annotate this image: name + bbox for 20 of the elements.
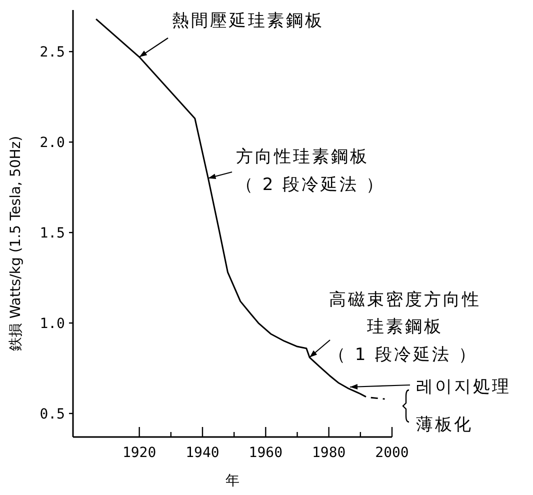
y-tick-label: 1.5 — [40, 226, 65, 242]
x-tick-label: 1940 — [186, 445, 220, 461]
y-tick-label: 0.5 — [40, 406, 65, 422]
x-tick-label: 1980 — [312, 445, 346, 461]
y-axis-title: 鉄損 Watts/kg (1.5 Tesla, 50Hz) — [8, 136, 24, 352]
text: 레이지処理 — [416, 377, 511, 397]
y-tick-label: 2.5 — [40, 44, 65, 61]
annotation: （ 1 段冷延法 ） — [328, 345, 478, 365]
x-tick-label: 1960 — [248, 445, 283, 461]
annotation: 高磁束密度方向性 — [329, 290, 481, 310]
text: 薄板化 — [416, 415, 473, 435]
x-axis-title: 年 — [226, 473, 240, 489]
annotation: 方向性珪素鋼板 — [236, 147, 369, 167]
annotation: 熱間壓延珪素鋼板 — [172, 11, 324, 31]
x-tick-label: 1920 — [122, 445, 156, 461]
y-tick-label: 2.0 — [40, 135, 65, 152]
annotation: （ 2 段冷延法 ） — [236, 175, 386, 195]
x-tick-label: 2000 — [375, 445, 409, 461]
y-tick-label: 1.0 — [40, 316, 65, 332]
annotation: 珪素鋼板 — [367, 317, 443, 337]
